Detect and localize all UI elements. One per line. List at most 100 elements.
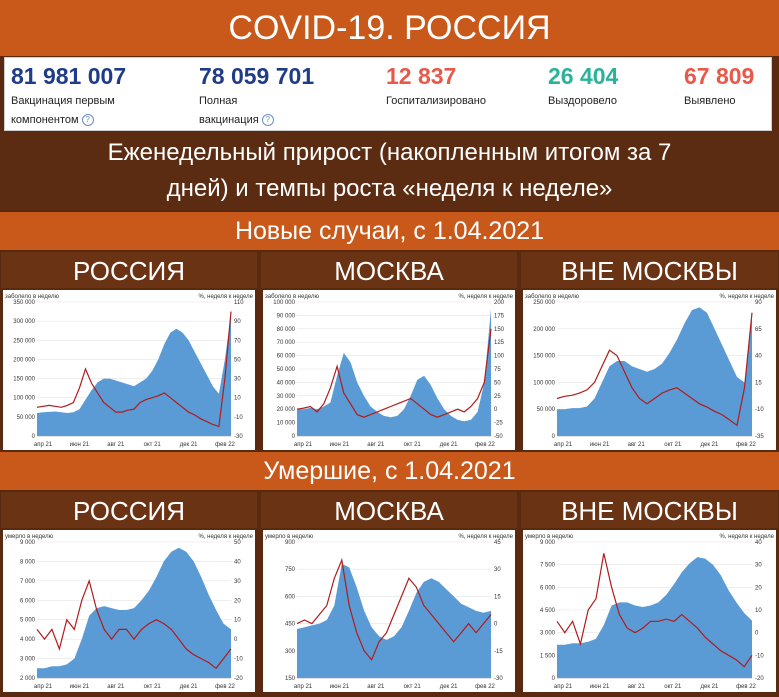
x-tick-label: дек 21 xyxy=(440,684,458,690)
y2-tick-label: -20 xyxy=(234,676,243,682)
y-tick-label: 40 000 xyxy=(277,380,296,386)
help-icon[interactable]: ? xyxy=(81,114,94,127)
y2-tick-label: 50 xyxy=(494,380,501,386)
stat-recovered: 26 404 Выздоровело xyxy=(548,62,618,111)
stat-label: Выздоровело xyxy=(548,95,617,107)
x-tick-label: апр 21 xyxy=(34,442,53,448)
area-series xyxy=(37,313,231,436)
x-tick-label: июн 21 xyxy=(330,442,350,448)
y-tick-label: 900 xyxy=(285,540,296,546)
y-tick-label: 0 xyxy=(552,434,556,440)
area-series xyxy=(557,307,752,436)
chart-svg: умерло в неделю %, неделя к неделе 0 1 500 3… xyxy=(525,534,775,690)
y2-tick-label: 40 xyxy=(755,354,762,360)
y2-axis-title: %, неделя к неделе xyxy=(719,294,774,300)
y-tick-label: 50 000 xyxy=(277,367,296,373)
y2-tick-label: -10 xyxy=(234,415,243,421)
y-axis-title: заболело в неделю xyxy=(5,294,59,300)
y2-tick-label: 30 xyxy=(755,563,762,569)
y2-tick-label: 10 xyxy=(234,396,241,402)
y2-tick-label: 50 xyxy=(234,540,241,546)
line-series xyxy=(36,311,232,428)
y-tick-label: 250 000 xyxy=(13,338,35,344)
y-tick-label: 0 xyxy=(32,434,36,440)
y2-tick-label: 175 xyxy=(494,313,505,319)
x-tick-label: июн 21 xyxy=(590,442,610,448)
y2-tick-label: -25 xyxy=(494,421,503,427)
chart-deaths-russia: умерло в неделю %, неделя к неделе 2 000 3 … xyxy=(3,530,255,692)
y-tick-label: 750 xyxy=(285,567,296,573)
y2-tick-label: 125 xyxy=(494,340,505,346)
y2-tick-label: 0 xyxy=(494,407,498,413)
y2-tick-label: 0 xyxy=(234,637,238,643)
stat-vaccination-full: 78 059 701 Полная вакцинация ? xyxy=(199,62,314,130)
y-tick-label: 1 500 xyxy=(540,653,556,659)
stat-label-line2: вакцинация xyxy=(199,114,259,126)
y-tick-label: 7 500 xyxy=(540,563,556,569)
y-tick-label: 80 000 xyxy=(277,327,296,333)
section-new-cases: Новые случаи, с 1.04.2021 xyxy=(0,212,779,250)
stats-panel: 81 981 007 Вакцинация первым компонентом … xyxy=(4,57,772,131)
y2-tick-label: 30 xyxy=(494,567,501,573)
y-tick-label: 0 xyxy=(292,434,296,440)
y-tick-label: 20 000 xyxy=(277,407,296,413)
y-tick-label: 200 000 xyxy=(13,357,35,363)
x-tick-label: фев 22 xyxy=(736,442,756,448)
y-tick-label: 4 000 xyxy=(20,637,36,643)
x-tick-label: июн 21 xyxy=(590,684,610,690)
y-tick-label: 250 000 xyxy=(533,300,555,306)
area-series xyxy=(37,547,231,678)
y2-tick-label: -10 xyxy=(234,657,243,663)
x-tick-label: окт 21 xyxy=(144,684,162,690)
y2-tick-label: 30 xyxy=(234,579,241,585)
y-tick-label: 8 000 xyxy=(20,559,36,565)
y2-tick-label: -20 xyxy=(755,676,764,682)
x-tick-label: июн 21 xyxy=(70,684,90,690)
page-title: COVID-19. РОССИЯ xyxy=(0,0,779,56)
y2-axis-title: %, неделя к неделе xyxy=(198,534,253,540)
stat-value: 78 059 701 xyxy=(199,63,315,89)
stat-value: 67 809 xyxy=(684,63,755,89)
y-axis-title: умерло в неделю xyxy=(5,534,54,540)
subtitle-line2: дней) и темпы роста «неделя к неделе» xyxy=(166,175,613,202)
x-tick-label: дек 21 xyxy=(180,684,198,690)
stat-label: Полная вакцинация ? xyxy=(199,92,314,130)
x-tick-label: апр 21 xyxy=(294,442,313,448)
y-axis-title: заболело в неделю xyxy=(525,294,579,300)
y2-tick-label: 75 xyxy=(494,367,501,373)
y2-tick-label: 15 xyxy=(755,380,762,386)
y2-tick-label: 25 xyxy=(494,394,501,400)
y-axis-title: умерло в неделю xyxy=(265,534,314,540)
y2-tick-label: 45 xyxy=(494,540,501,546)
line-series xyxy=(556,312,753,427)
y2-tick-label: -30 xyxy=(234,434,243,440)
y2-axis-title: %, неделя к неделе xyxy=(458,294,513,300)
help-icon[interactable]: ? xyxy=(261,114,274,127)
y-tick-label: 100 000 xyxy=(13,396,35,402)
y-tick-label: 300 000 xyxy=(13,319,35,325)
y2-tick-label: 40 xyxy=(234,559,241,565)
x-tick-label: апр 21 xyxy=(554,442,573,448)
y2-tick-label: 0 xyxy=(755,631,759,637)
chart-svg: заболело в неделю %, неделя к неделе 0 50 0… xyxy=(525,294,775,448)
x-tick-label: авг 21 xyxy=(367,442,385,448)
line-series xyxy=(556,553,753,668)
x-tick-label: июн 21 xyxy=(70,442,90,448)
y2-tick-label: 15 xyxy=(494,594,501,600)
chart-cases-outside-moscow: заболело в неделю %, неделя к неделе 0 50 0… xyxy=(523,290,776,450)
y-tick-label: 600 xyxy=(285,594,296,600)
y2-tick-label: 20 xyxy=(755,585,762,591)
x-tick-label: фев 22 xyxy=(475,684,495,690)
x-tick-label: фев 22 xyxy=(215,684,235,690)
y-axis-title: заболело в неделю xyxy=(265,294,319,300)
y2-tick-label: 90 xyxy=(755,300,762,306)
y2-tick-label: 0 xyxy=(494,622,498,628)
y2-tick-label: 20 xyxy=(234,598,241,604)
stat-value: 12 837 xyxy=(386,63,457,89)
y2-tick-label: 50 xyxy=(234,357,241,363)
chart-deaths-moscow: умерло в неделю%, неделя к неделе 150 300 4… xyxy=(263,530,515,692)
chart-svg: заболело в неделю %, неделя к неделе 0 50 0… xyxy=(5,294,254,448)
chart-svg: заболело в неделю %, неделя к неделе 0 10 0… xyxy=(265,294,514,448)
y-tick-label: 9 000 xyxy=(20,540,36,546)
x-tick-label: авг 21 xyxy=(107,442,125,448)
